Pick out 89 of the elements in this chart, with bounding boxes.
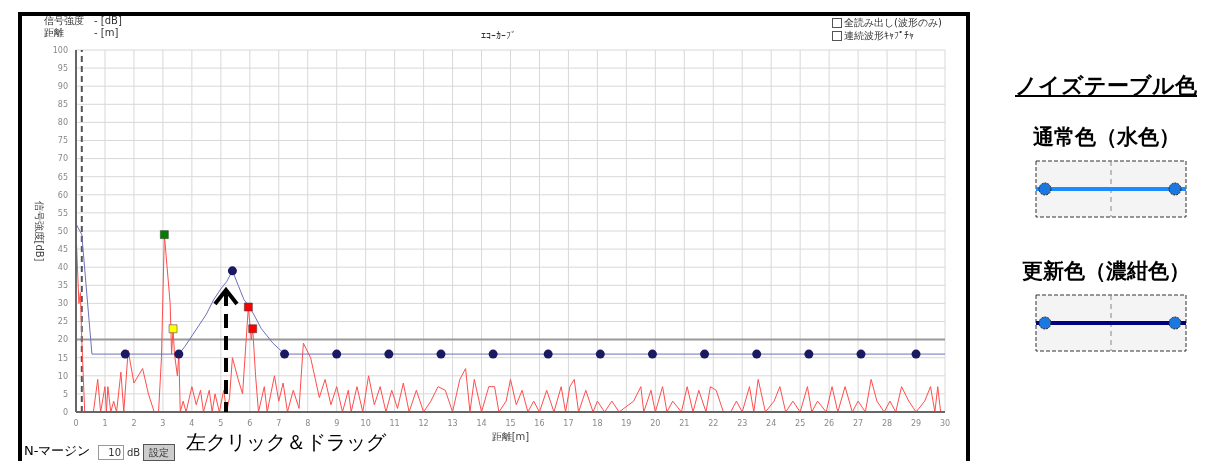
point (160, 230, 169, 239)
x-tick-label: 14 (476, 418, 487, 428)
text: 連続波形ｷｬﾌﾟﾁｬ (844, 30, 914, 41)
x-tick-label: 20 (650, 418, 661, 428)
x-tick-label: 16 (534, 418, 545, 428)
y-tick-label: 100 (52, 45, 68, 55)
x-tick-label: 30 (939, 418, 951, 428)
text: dB (127, 447, 141, 458)
point (647, 349, 657, 359)
point (227, 266, 237, 276)
point (488, 349, 498, 359)
point (332, 349, 342, 359)
point (543, 349, 553, 359)
y-tick-label: 20 (57, 335, 68, 345)
y-tick-label: 30 (57, 299, 68, 309)
y-tick-label: 0 (62, 407, 68, 417)
point (248, 324, 257, 333)
y-tick-label: 55 (57, 208, 68, 218)
point (911, 349, 921, 359)
x-tick-label: 7 (276, 418, 282, 428)
point (120, 349, 130, 359)
text: 距離 (44, 27, 64, 38)
x-tick-label: 28 (881, 418, 893, 428)
text: 10 (98, 445, 124, 460)
point (752, 349, 762, 359)
x-tick-label: 3 (160, 418, 166, 428)
x-tick-label: 10 (360, 418, 371, 428)
point (244, 302, 253, 312)
x-tick-label: 22 (708, 418, 719, 428)
y-axis-title: 信号強度[dB] (34, 200, 46, 262)
x-tick-label: 17 (563, 418, 574, 428)
y-tick-label: 80 (57, 118, 68, 128)
x-tick-label: 0 (73, 418, 79, 428)
x-tick-label: 26 (824, 418, 835, 428)
point (856, 349, 866, 359)
text: - [m] (94, 27, 119, 38)
text: 全読み出し(波形のみ) (844, 17, 942, 28)
y-tick-label: 90 (57, 82, 68, 92)
point (436, 349, 446, 359)
y-tick-label: 85 (57, 100, 68, 110)
x-tick-label: 29 (910, 418, 922, 428)
x-tick-label: 13 (447, 418, 458, 428)
y-tick-label: 70 (57, 154, 68, 164)
chart-title: ｴｺｰｶｰﾌﾞ (479, 30, 517, 41)
y-tick-label: 15 (57, 353, 68, 363)
point (804, 349, 814, 359)
x-tick-label: 21 (679, 418, 690, 428)
y-tick-label: 5 (62, 389, 68, 399)
point (174, 349, 184, 359)
point (595, 349, 605, 359)
x-tick-label: 1 (102, 418, 108, 428)
x-tick-label: 8 (305, 418, 311, 428)
x-tick-label: 12 (418, 418, 429, 428)
point (384, 349, 394, 359)
y-tick-label: 75 (57, 136, 68, 146)
x-tick-label: 25 (795, 418, 806, 428)
y-tick-label: 45 (57, 244, 68, 254)
y-tick-label: 95 (57, 63, 68, 73)
point (168, 324, 178, 333)
x-tick-label: 15 (505, 418, 516, 428)
x-tick-label: 27 (853, 418, 864, 428)
text: 左クリック＆ドラッグ (186, 430, 386, 454)
y-tick-label: 65 (57, 172, 68, 182)
point (280, 349, 290, 359)
text: 設定 (143, 444, 175, 461)
y-tick-label: 60 (57, 190, 68, 200)
x-tick-label: 4 (189, 418, 195, 428)
x-tick-label: 6 (247, 418, 253, 428)
text: 更新色（濃紺色） (1021, 259, 1191, 284)
text: 通常色（水色） (1031, 125, 1181, 150)
text: ノイズテーブル色 (1014, 73, 1198, 99)
x-tick-label: 19 (621, 418, 632, 428)
x-tick-label: 9 (334, 418, 340, 428)
x-tick-label: 5 (218, 418, 224, 428)
text: 信号強度 (44, 15, 84, 26)
text: N-マージン (24, 443, 91, 459)
point (700, 349, 710, 359)
x-axis-title: 距離[m] (491, 431, 530, 442)
y-tick-label: 10 (57, 371, 68, 381)
text: - [dB] (94, 15, 122, 26)
y-tick-label: 50 (57, 226, 68, 236)
x-tick-label: 18 (592, 418, 603, 428)
x-tick-label: 23 (737, 418, 748, 428)
y-tick-label: 25 (57, 317, 68, 327)
x-tick-label: 24 (766, 418, 777, 428)
y-tick-label: 40 (57, 263, 68, 273)
x-tick-label: 2 (131, 418, 137, 428)
y-tick-label: 35 (57, 281, 68, 291)
x-tick-label: 11 (389, 418, 400, 428)
